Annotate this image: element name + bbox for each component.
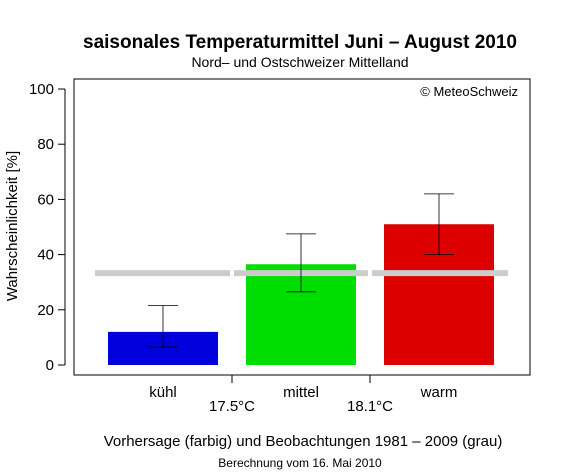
footer-text: Vorhersage (farbig) und Beobachtungen 19… — [104, 433, 503, 450]
error-bars — [148, 193, 454, 348]
y-tick-label: 20 — [37, 302, 54, 319]
y-tick-label: 40 — [37, 247, 54, 264]
chart-subtitle: Nord– und Ostschweizer Mittelland — [191, 54, 408, 70]
y-tick-label: 60 — [37, 191, 54, 208]
plot-frame — [73, 78, 531, 376]
x-threshold-label: 17.5°C — [209, 398, 255, 415]
x-category-label: mittel — [283, 384, 319, 401]
x-category-label: kühl — [149, 384, 177, 401]
y-tick-label: 80 — [37, 136, 54, 153]
x-axis: 17.5°C 18.1°C kühl mittel warm — [149, 375, 457, 415]
y-axis-label: Wahrscheinlichkeit [%] — [4, 151, 21, 301]
x-threshold-label: 18.1°C — [347, 398, 393, 415]
y-axis: 0 20 40 60 80 100 — [29, 81, 66, 374]
footer-date: Berechnung vom 16. Mai 2010 — [218, 456, 382, 470]
credit-label: © MeteoSchweiz — [420, 84, 518, 99]
y-tick-label: 0 — [46, 357, 54, 374]
x-category-label: warm — [420, 384, 458, 401]
chart-title: saisonales Temperaturmittel Juni – Augus… — [83, 32, 517, 53]
y-tick-label: 100 — [29, 81, 54, 98]
